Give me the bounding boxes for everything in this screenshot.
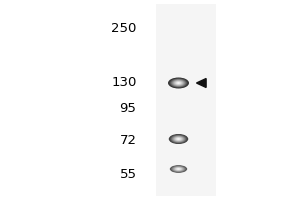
Ellipse shape <box>174 81 183 85</box>
Ellipse shape <box>176 82 181 84</box>
Ellipse shape <box>174 137 183 141</box>
Ellipse shape <box>169 134 188 144</box>
Ellipse shape <box>171 135 186 143</box>
Ellipse shape <box>169 134 188 144</box>
Ellipse shape <box>176 138 181 140</box>
Ellipse shape <box>171 166 186 172</box>
Ellipse shape <box>172 166 185 172</box>
Text: 130: 130 <box>111 76 136 90</box>
Polygon shape <box>196 79 206 87</box>
Ellipse shape <box>176 168 182 170</box>
Ellipse shape <box>170 135 187 143</box>
Text: 55: 55 <box>119 168 136 182</box>
Ellipse shape <box>170 78 187 88</box>
Ellipse shape <box>175 167 182 171</box>
Ellipse shape <box>175 81 182 85</box>
Text: 72: 72 <box>119 134 136 148</box>
Ellipse shape <box>173 80 184 86</box>
Ellipse shape <box>177 138 180 140</box>
Ellipse shape <box>173 136 184 142</box>
Ellipse shape <box>177 168 180 170</box>
Ellipse shape <box>172 79 185 87</box>
Ellipse shape <box>174 136 183 142</box>
Ellipse shape <box>169 78 188 88</box>
Ellipse shape <box>168 77 189 88</box>
Ellipse shape <box>174 167 183 171</box>
Ellipse shape <box>170 166 187 172</box>
Ellipse shape <box>173 166 184 172</box>
Text: 250: 250 <box>111 22 136 36</box>
Ellipse shape <box>172 80 184 86</box>
Bar <box>156 4 216 196</box>
Ellipse shape <box>173 167 184 171</box>
Ellipse shape <box>176 168 181 170</box>
Ellipse shape <box>172 136 185 142</box>
Ellipse shape <box>170 165 187 173</box>
Ellipse shape <box>177 82 180 84</box>
Ellipse shape <box>175 137 182 141</box>
Ellipse shape <box>171 79 186 87</box>
Text: 95: 95 <box>120 102 136 116</box>
